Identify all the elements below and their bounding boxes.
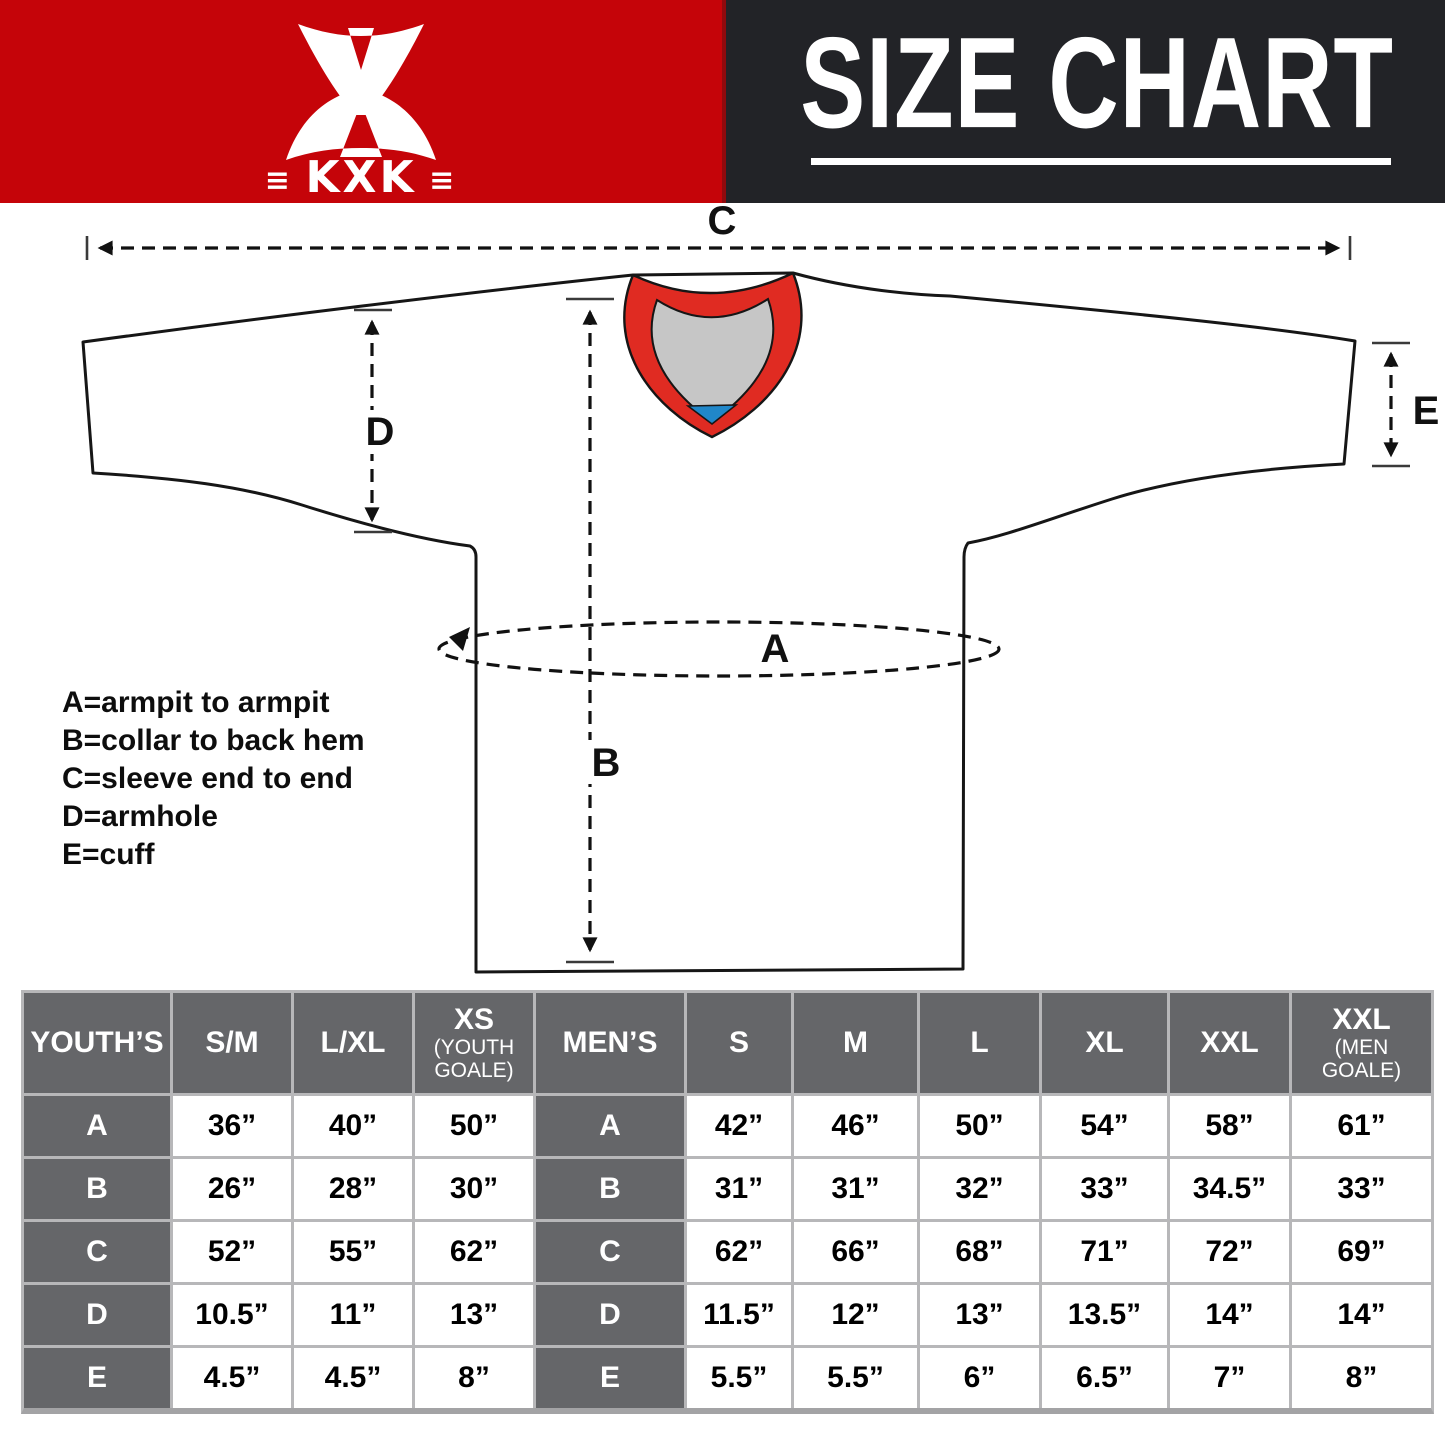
size-value: 12” (794, 1285, 917, 1345)
brand-wordmark: ≡ KXK ≡ (265, 152, 458, 203)
row-label-youth: D (24, 1285, 170, 1345)
size-value: 7” (1170, 1348, 1289, 1408)
size-value: 32” (920, 1159, 1039, 1219)
size-value: 55” (294, 1222, 412, 1282)
size-value: 52” (173, 1222, 291, 1282)
jersey-diagram: C D B A E (81, 200, 1440, 974)
size-value: 30” (415, 1159, 533, 1219)
row-label-men: D (536, 1285, 684, 1345)
column-header: XXL (1170, 993, 1289, 1093)
row-label-men: A (536, 1096, 684, 1156)
dimension-d-label: D (366, 410, 395, 454)
legend-line: A=armpit to armpit (62, 686, 330, 719)
brand-left-bars: ≡ (265, 163, 293, 198)
size-value: 5.5” (687, 1348, 791, 1408)
section-header-men: MEN’S (536, 993, 684, 1093)
column-header: S (687, 993, 791, 1093)
dimension-e-label: E (1413, 389, 1440, 433)
size-value: 46” (794, 1096, 917, 1156)
size-value: 8” (1292, 1348, 1431, 1408)
collar-inner (650, 297, 775, 424)
size-value: 31” (794, 1159, 917, 1219)
size-value: 13” (415, 1285, 533, 1345)
size-value: 66” (794, 1222, 917, 1282)
collar-accent (685, 404, 739, 426)
size-value: 26” (173, 1159, 291, 1219)
size-value: 14” (1170, 1285, 1289, 1345)
size-value: 11.5” (687, 1285, 791, 1345)
row-label-men: B (536, 1159, 684, 1219)
size-value: 50” (415, 1096, 533, 1156)
legend-line: D=armhole (62, 800, 218, 833)
size-value: 10.5” (173, 1285, 291, 1345)
column-header: XXL (MEN GOALE) (1292, 993, 1431, 1093)
dimension-b-label: B (592, 741, 621, 785)
size-value: 62” (687, 1222, 791, 1282)
size-value: 58” (1170, 1096, 1289, 1156)
brand-text: KXK (305, 152, 416, 203)
row-label-men: C (536, 1222, 684, 1282)
size-value: 13” (920, 1285, 1039, 1345)
dimension-c-label: C (708, 200, 737, 243)
size-value: 42” (687, 1096, 791, 1156)
size-value: 28” (294, 1159, 412, 1219)
size-table: YOUTH’S S/M L/XL XS (YOUTH GOALE) MEN’S S M L XL X… (21, 990, 1434, 1414)
section-header-youth: YOUTH’S (24, 993, 170, 1093)
size-value: 68” (920, 1222, 1039, 1282)
size-value: 62” (415, 1222, 533, 1282)
size-value: 72” (1170, 1222, 1289, 1282)
logo-top-fan (298, 24, 424, 115)
legend-line: B=collar to back hem (62, 724, 365, 757)
size-value: 36” (173, 1096, 291, 1156)
page-title: SIZE CHART (800, 10, 1394, 155)
title-header-block: SIZE CHART (722, 0, 1445, 203)
column-header: S/M (173, 993, 291, 1093)
row-label-youth: A (24, 1096, 170, 1156)
column-header: L (920, 993, 1039, 1093)
size-value: 34.5” (1170, 1159, 1289, 1219)
brand-logo: ≡ KXK ≡ (265, 24, 458, 203)
size-value: 6” (920, 1348, 1039, 1408)
dimension-a-ellipse: A (437, 620, 1001, 678)
size-value: 4.5” (173, 1348, 291, 1408)
size-value: 33” (1042, 1159, 1167, 1219)
size-value: 11” (294, 1285, 412, 1345)
row-label-youth: C (24, 1222, 170, 1282)
column-header: XS (YOUTH GOALE) (415, 993, 533, 1093)
size-value: 54” (1042, 1096, 1167, 1156)
logo-bottom-fan (286, 91, 436, 160)
size-value: 33” (1292, 1159, 1431, 1219)
column-header: XL (1042, 993, 1167, 1093)
size-value: 13.5” (1042, 1285, 1167, 1345)
dimension-b-arrow: B (566, 297, 627, 964)
dimension-a-label: A (761, 627, 790, 671)
size-value: 5.5” (794, 1348, 917, 1408)
size-value: 8” (415, 1348, 533, 1408)
measure-legend: A=armpit to armpit B=collar to back hem C=… (62, 684, 365, 874)
legend-line: E=cuff (62, 838, 155, 871)
legend-line: C=sleeve end to end (62, 762, 353, 795)
size-value: 71” (1042, 1222, 1167, 1282)
size-value: 6.5” (1042, 1348, 1167, 1408)
size-value: 4.5” (294, 1348, 412, 1408)
column-header: L/XL (294, 993, 412, 1093)
dimension-e-arrow: E (1372, 341, 1440, 468)
row-label-men: E (536, 1348, 684, 1408)
column-header: M (794, 993, 917, 1093)
brand-right-bars: ≡ (429, 163, 457, 198)
row-label-youth: B (24, 1159, 170, 1219)
size-value: 50” (920, 1096, 1039, 1156)
size-value: 31” (687, 1159, 791, 1219)
size-value: 61” (1292, 1096, 1431, 1156)
row-label-youth: E (24, 1348, 170, 1408)
size-value: 14” (1292, 1285, 1431, 1345)
title-underline (811, 158, 1391, 165)
dimension-d-arrow: D (354, 308, 403, 534)
size-value: 40” (294, 1096, 412, 1156)
brand-header-block: ≡ KXK ≡ (0, 0, 722, 203)
size-value: 69” (1292, 1222, 1431, 1282)
dimension-c-arrow: C (85, 200, 1352, 260)
